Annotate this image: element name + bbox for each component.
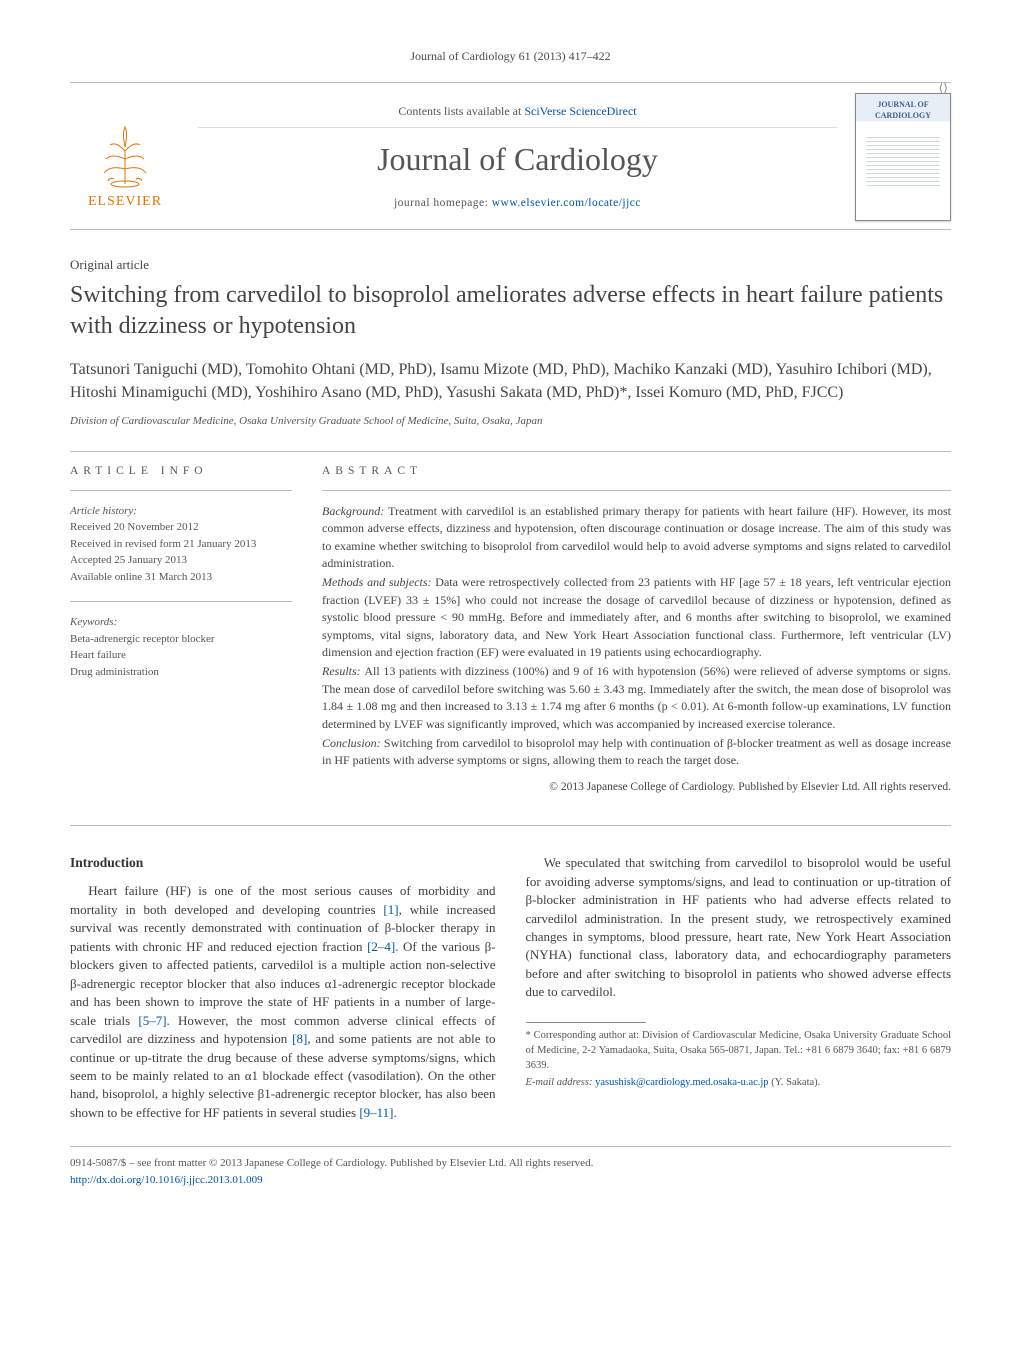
author-list: Tatsunori Taniguchi (MD), Tomohito Ohtan… — [70, 358, 951, 404]
journal-name: Journal of Cardiology — [198, 138, 837, 181]
abstract-heading: ABSTRACT — [322, 464, 951, 480]
citation-link[interactable]: [2–4] — [367, 939, 395, 954]
conclusion-text: Switching from carvedilol to bisoprolol … — [322, 736, 951, 767]
received-date: Received 20 November 2012 — [70, 521, 199, 533]
results-text: All 13 patients with dizziness (100%) an… — [322, 664, 951, 730]
email-line: E-mail address: yasushisk@cardiology.med… — [526, 1076, 952, 1091]
keyword: Beta-adrenergic receptor blocker — [70, 633, 215, 645]
conclusion-label: Conclusion: — [322, 736, 384, 750]
revised-date: Received in revised form 21 January 2013 — [70, 538, 256, 550]
online-date: Available online 31 March 2013 — [70, 571, 212, 583]
background-label: Background: — [322, 504, 388, 518]
citation-link[interactable]: [1] — [383, 902, 398, 917]
footnote-separator — [526, 1022, 646, 1023]
keywords-label: Keywords: — [70, 616, 117, 628]
methods-label: Methods and subjects: — [322, 575, 435, 589]
email-link[interactable]: yasushisk@cardiology.med.osaka-u.ac.jp — [595, 1077, 768, 1088]
article-title: Switching from carvedilol to bisoprolol … — [70, 280, 951, 342]
corresponding-author-text: * Corresponding author at: Division of C… — [526, 1029, 952, 1074]
results-label: Results: — [322, 664, 364, 678]
homepage-prefix: journal homepage: — [394, 197, 492, 209]
journal-cover-thumbnail: ⟨⟩ JOURNAL OF CARDIOLOGY — [855, 93, 951, 221]
elsevier-tree-icon — [90, 119, 160, 189]
divider — [70, 490, 292, 491]
abstract-results: Results: All 13 patients with dizziness … — [322, 663, 951, 733]
body-two-column: Introduction Heart failure (HF) is one o… — [70, 854, 951, 1122]
journal-homepage-line: journal homepage: www.elsevier.com/locat… — [198, 196, 837, 212]
history-label: Article history: — [70, 505, 137, 517]
masthead: ELSEVIER Contents lists available at Sci… — [70, 82, 951, 230]
keyword: Drug administration — [70, 666, 159, 678]
accepted-date: Accepted 25 January 2013 — [70, 554, 187, 566]
citation-link[interactable]: [9–11] — [359, 1105, 393, 1120]
cover-lines-icon — [866, 134, 940, 186]
journal-reference: Journal of Cardiology 61 (2013) 417–422 — [70, 48, 951, 64]
divider — [70, 451, 951, 452]
publisher-logo: ELSEVIER — [70, 102, 180, 212]
abstract-conclusion: Conclusion: Switching from carvedilol to… — [322, 735, 951, 770]
email-label: E-mail address: — [526, 1077, 596, 1088]
divider — [70, 825, 951, 826]
contents-available-line: Contents lists available at SciVerse Sci… — [198, 103, 837, 128]
article-info-heading: ARTICLE INFO — [70, 464, 292, 480]
background-text: Treatment with carvedilol is an establis… — [322, 504, 951, 570]
front-matter-line: 0914-5087/$ – see front matter © 2013 Ja… — [70, 1155, 951, 1172]
body-text: . — [394, 1105, 397, 1120]
abstract-methods: Methods and subjects: Data were retrospe… — [322, 574, 951, 661]
article-history: Article history: Received 20 November 20… — [70, 503, 292, 586]
sciencedirect-link[interactable]: SciVerse ScienceDirect — [524, 104, 636, 118]
abstract-copyright: © 2013 Japanese College of Cardiology. P… — [322, 780, 951, 796]
contents-prefix: Contents lists available at — [398, 104, 524, 118]
divider — [70, 601, 292, 602]
introduction-heading: Introduction — [70, 854, 496, 872]
divider — [322, 490, 951, 491]
intro-paragraph-2: We speculated that switching from carved… — [526, 854, 952, 1002]
citation-link[interactable]: [5–7] — [138, 1013, 166, 1028]
abstract-column: ABSTRACT Background: Treatment with carv… — [322, 464, 951, 795]
cover-arrow-icon: ⟨⟩ — [939, 80, 948, 96]
abstract-background: Background: Treatment with carvedilol is… — [322, 503, 951, 573]
affiliation: Division of Cardiovascular Medicine, Osa… — [70, 414, 951, 429]
keywords-block: Keywords: Beta-adrenergic receptor block… — [70, 614, 292, 680]
intro-paragraph-1: Heart failure (HF) is one of the most se… — [70, 882, 496, 1122]
page-footer: 0914-5087/$ – see front matter © 2013 Ja… — [70, 1146, 951, 1188]
publisher-name: ELSEVIER — [88, 193, 162, 212]
info-abstract-row: ARTICLE INFO Article history: Received 2… — [70, 464, 951, 795]
cover-title: JOURNAL OF CARDIOLOGY — [860, 100, 946, 122]
corresponding-author-footnote: * Corresponding author at: Division of C… — [526, 1029, 952, 1091]
keyword: Heart failure — [70, 649, 126, 661]
homepage-link[interactable]: www.elsevier.com/locate/jjcc — [492, 197, 641, 209]
article-type: Original article — [70, 256, 951, 274]
doi-link[interactable]: http://dx.doi.org/10.1016/j.jjcc.2013.01… — [70, 1174, 263, 1186]
article-info-column: ARTICLE INFO Article history: Received 2… — [70, 464, 292, 795]
email-suffix: (Y. Sakata). — [769, 1077, 821, 1088]
citation-link[interactable]: [8] — [292, 1031, 307, 1046]
masthead-center: Contents lists available at SciVerse Sci… — [198, 103, 837, 211]
